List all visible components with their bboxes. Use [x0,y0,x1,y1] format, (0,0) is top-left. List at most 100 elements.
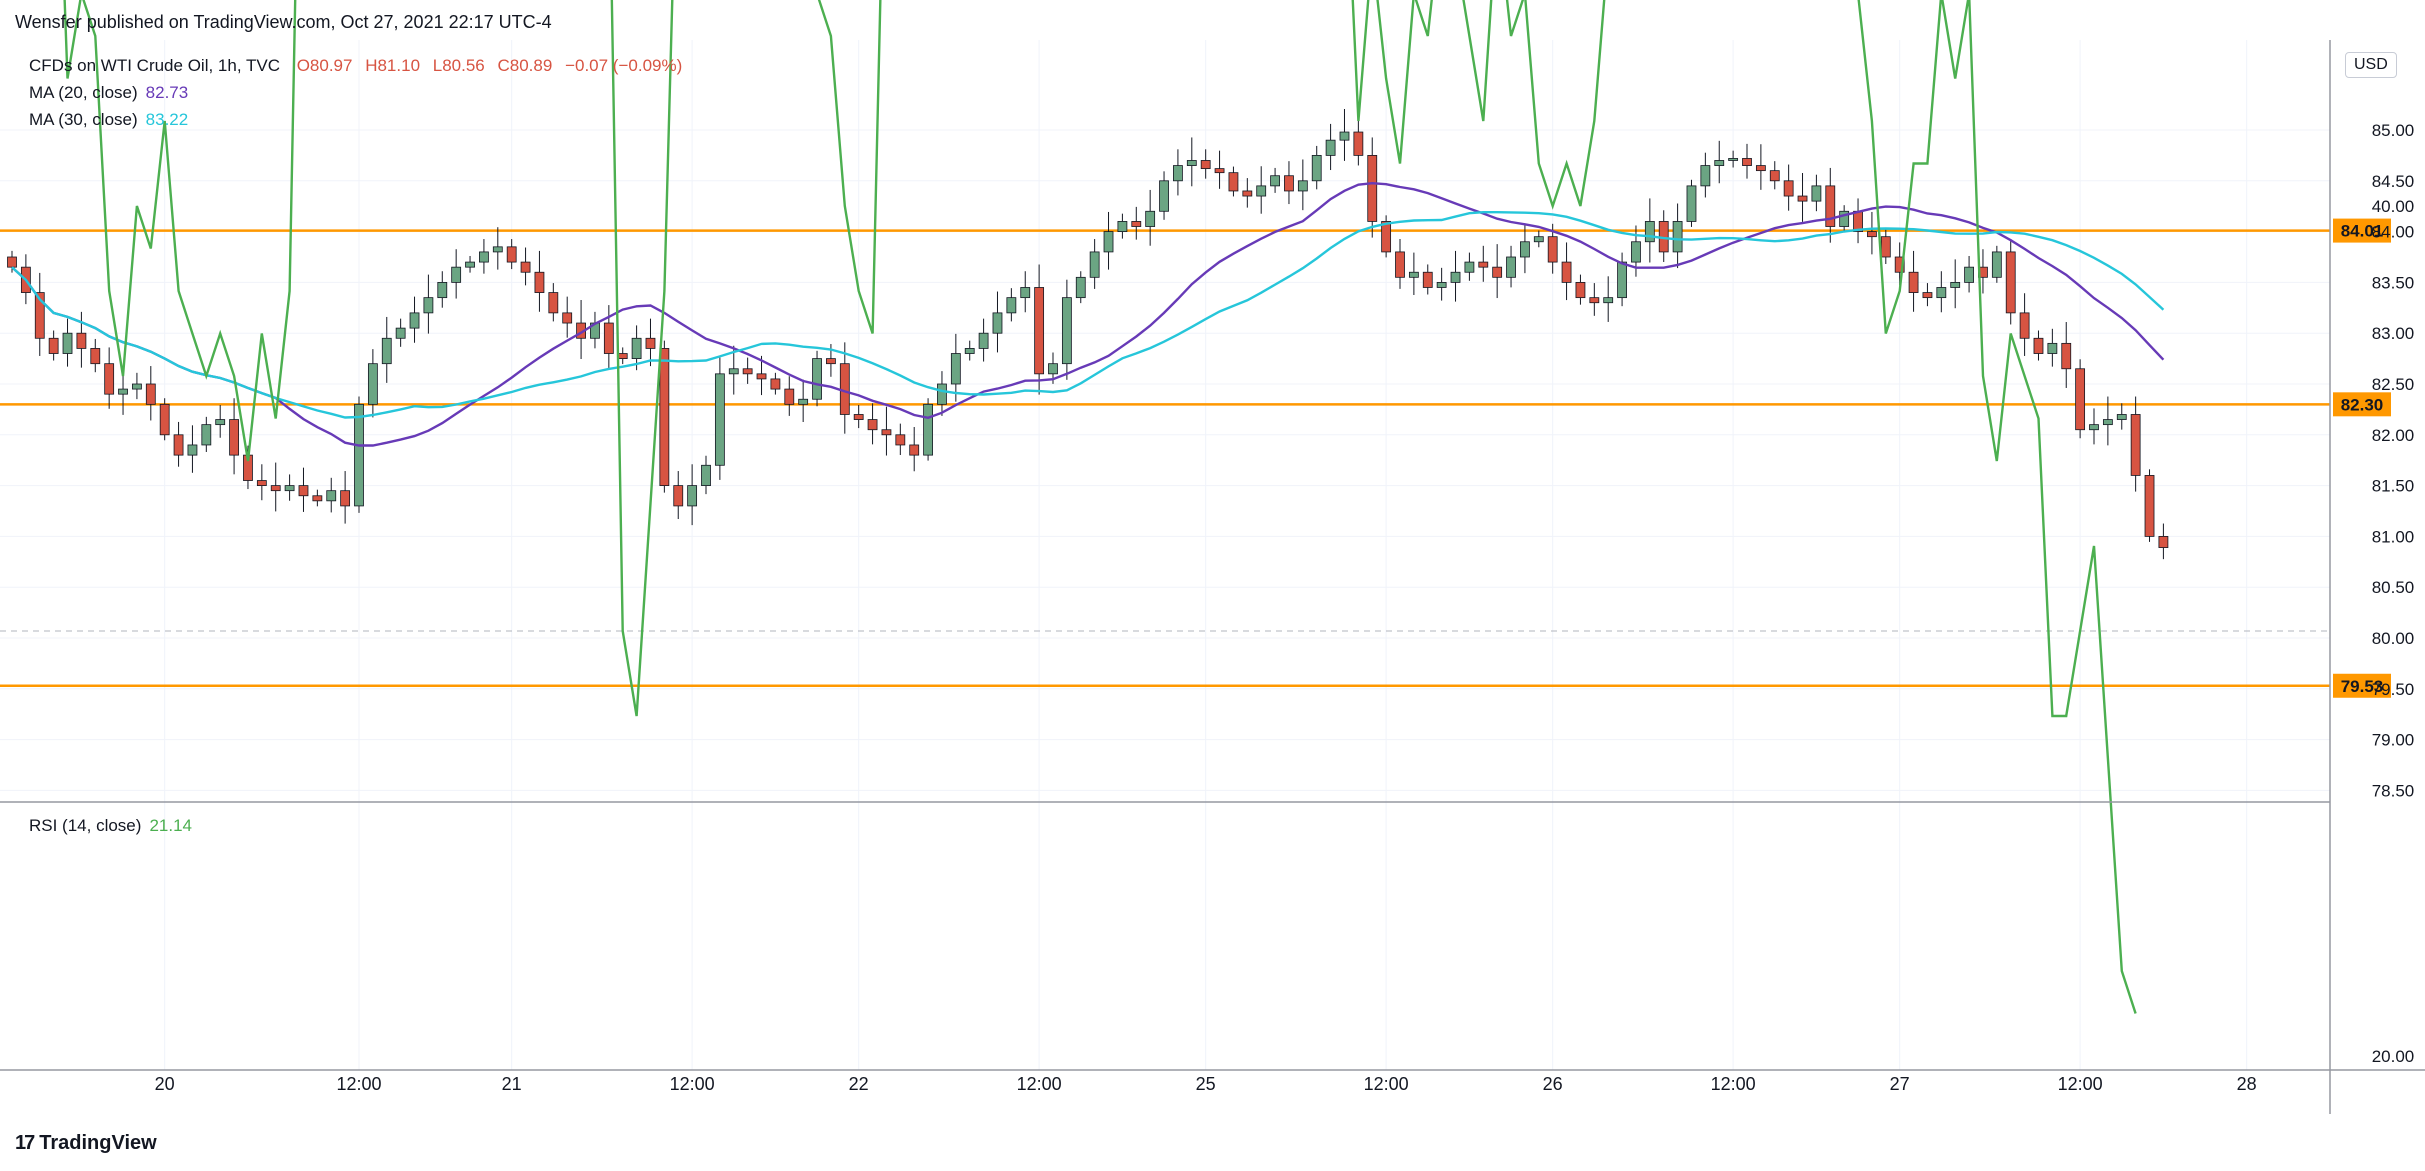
candle-body [881,429,892,436]
candle-body [728,368,739,375]
candle-body [1492,266,1503,278]
candle-body [1381,221,1392,253]
candle-body [270,485,281,492]
candle-body [1200,160,1211,170]
candle-body [437,281,448,299]
candle-body [423,297,434,314]
y-tick-label: 81.00 [2372,527,2415,546]
y-tick-label: 80.50 [2372,578,2415,597]
candle-body [1506,256,1516,278]
candle-body [1131,221,1142,227]
high-value: H81.10 [365,56,421,75]
candle-body [1034,287,1045,375]
candle-body [1908,271,1919,293]
candle-body [90,348,101,365]
candle-body [1714,160,1725,166]
candle-body [2047,342,2058,354]
candle-body [2102,419,2113,426]
candle-body [1950,281,1961,288]
candle-body [1089,251,1100,278]
candle-body [1603,297,1614,304]
price-level-tag [2333,673,2391,698]
x-tick-label: 21 [502,1074,522,1094]
candle-body [465,261,475,268]
candle-body [381,337,392,365]
candle-body [1117,221,1128,233]
brand-label: TradingView [39,1132,157,1154]
candle-body [839,363,850,415]
candle-body [1048,363,1058,375]
candle-body [1173,165,1183,182]
rsi-tick-label: 20.00 [2372,1047,2415,1066]
candle-body [145,383,156,405]
x-tick-label: 12:00 [1364,1074,1409,1094]
candle-body [229,419,239,456]
candle-body [367,363,378,405]
ma20-legend: MA (20, close) 82.73 [29,83,188,103]
candle-body [1450,271,1461,283]
candle-body [937,383,947,405]
y-tick-label: 83.00 [2372,324,2415,343]
candle-body [1020,287,1031,299]
candle-body [1395,251,1405,278]
candle-body [714,373,725,466]
candle-body [1284,175,1294,192]
candle-body [659,348,670,487]
price-level-tag [2333,218,2391,243]
low-value: L80.56 [432,56,485,75]
candle-body [118,388,128,395]
candle-body [34,292,45,339]
candle-body [1589,297,1600,304]
candle-body [562,312,573,324]
candle-body [1256,185,1267,197]
y-tick-label: 82.00 [2372,426,2415,445]
candle-body [1006,297,1017,314]
candle-body [215,419,226,426]
candle-body [548,292,559,314]
symbol-label: CFDs on WTI Crude Oil, 1h, TVC [29,56,280,75]
candle-body [48,337,59,354]
ma20-label: MA (20, close) [29,83,138,102]
candle-body [1561,261,1572,283]
candle-body [284,485,295,492]
candle-body [159,403,170,436]
candle-body [479,251,489,263]
candle-body [756,373,767,380]
change-value: −0.07 (−0.09%) [565,56,683,75]
candle-body [1061,297,1072,365]
x-tick-label: 22 [849,1074,869,1094]
candle-body [701,464,711,486]
ma30-value: 83.22 [145,110,189,129]
candle-body [784,388,795,405]
candle-body [492,246,503,253]
candle-body [1339,131,1350,141]
candle-body [1533,236,1544,243]
moving-averages [11,181,2165,447]
y-tick-label: 81.50 [2372,477,2415,496]
candle-body [1880,236,1891,258]
candle-body [1867,231,1877,238]
candle-body [1297,180,1308,192]
rsi-legend: RSI (14, close) 21.14 [29,816,192,836]
candle-body [1755,165,1766,172]
price-level-tag [2333,392,2391,417]
candle-body [256,480,267,486]
candle-body [409,312,420,329]
ma30-label: MA (30, close) [29,110,138,129]
horizontal-levels: 84.01 82.30 79.53 [0,218,2391,698]
x-tick-label: 20 [155,1074,175,1094]
publish-header: Wensfer published on TradingView.com, Oc… [15,12,552,32]
price-level-label: 79.53 [2341,677,2384,696]
candle-body [312,495,323,502]
candle-body [1839,210,1850,227]
currency-button[interactable]: USD [2345,52,2397,78]
candle-body [2061,342,2072,370]
candle-body [1325,139,1336,156]
axes: 85.00 84.50 84.00 83.50 83.00 82.50 82.00 81.50… [0,40,2425,1114]
candle-body [534,271,545,293]
candle-body [132,383,142,390]
candle-body [1631,241,1641,263]
candle-body [1811,185,1822,202]
candle-body [298,485,309,497]
candle-body [1991,251,2002,278]
